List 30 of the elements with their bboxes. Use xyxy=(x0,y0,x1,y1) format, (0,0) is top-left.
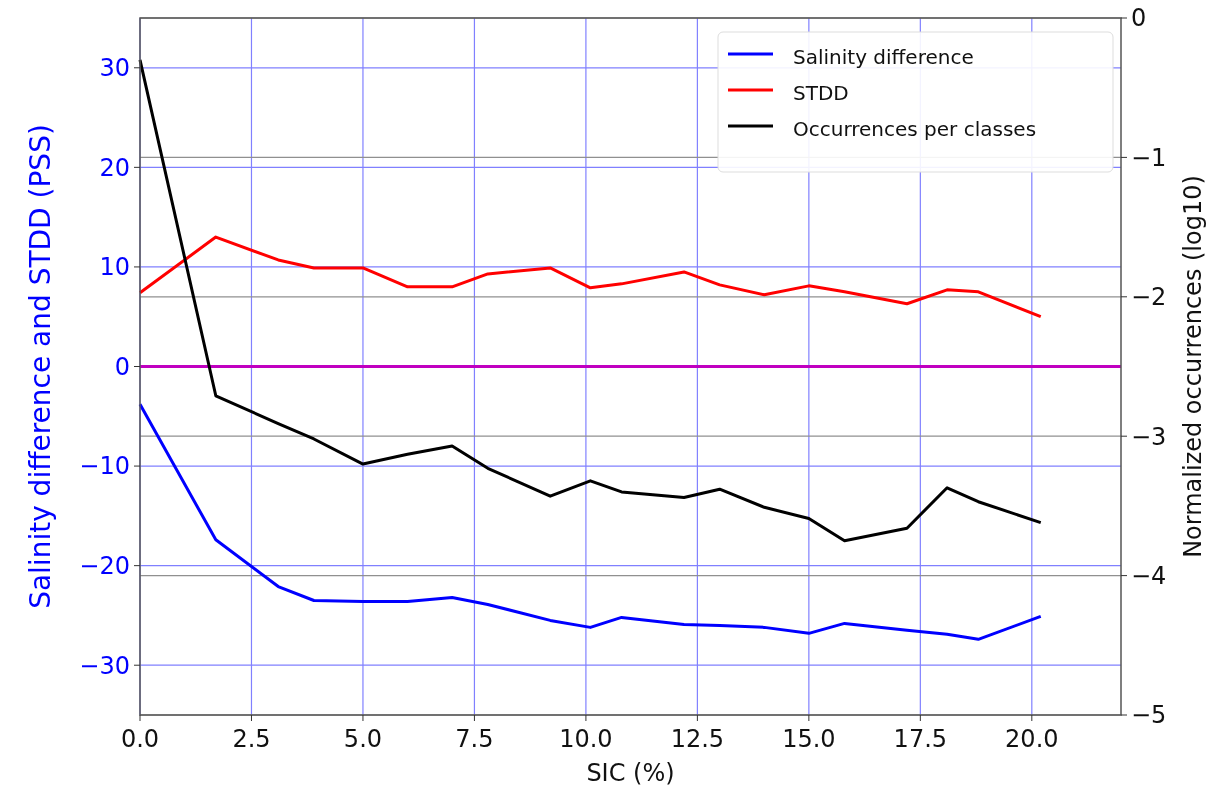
x-tick-label: 0.0 xyxy=(120,725,160,753)
legend-label: STDD xyxy=(793,81,849,105)
y2-axis-title: Normalized occurrences (log10) xyxy=(1179,175,1207,558)
y-tick-label: 20 xyxy=(99,153,130,182)
x-tick-label: 15.0 xyxy=(782,725,836,753)
y-tick-label: 30 xyxy=(99,54,130,83)
x-tick-label: 7.5 xyxy=(455,725,494,753)
x-tick-label: 20.0 xyxy=(1005,725,1059,753)
x-tick-label: 17.5 xyxy=(893,725,948,753)
legend-label: Salinity difference xyxy=(793,45,974,69)
x-tick-label: 10.0 xyxy=(559,725,613,753)
y-tick-label: −20 xyxy=(79,552,130,581)
x-tick-label: 5.0 xyxy=(343,725,383,753)
y-tick-label: 0 xyxy=(114,352,130,381)
x-tick-label: 12.5 xyxy=(670,725,725,753)
y2-tick-label: 0 xyxy=(1131,4,1147,33)
x-axis-title: SIC (%) xyxy=(586,759,675,787)
y2-tick-label: −5 xyxy=(1131,701,1167,730)
y-axis-title: Salinity difference and STDD (PSS) xyxy=(24,124,57,609)
line-series xyxy=(138,235,1043,319)
legend-label: Occurrences per classes xyxy=(793,117,1037,141)
y2-tick-label: −3 xyxy=(1131,422,1167,451)
y2-tick-label: −1 xyxy=(1131,143,1167,172)
y2-tick-label: −4 xyxy=(1131,562,1167,590)
x-tick-label: 2.5 xyxy=(232,725,271,753)
y-tick-label: −30 xyxy=(79,651,130,680)
y2-tick-label: −2 xyxy=(1131,283,1167,312)
line-series xyxy=(138,402,1043,641)
y-tick-label: −10 xyxy=(79,452,130,481)
y-tick-label: 10 xyxy=(99,253,130,282)
